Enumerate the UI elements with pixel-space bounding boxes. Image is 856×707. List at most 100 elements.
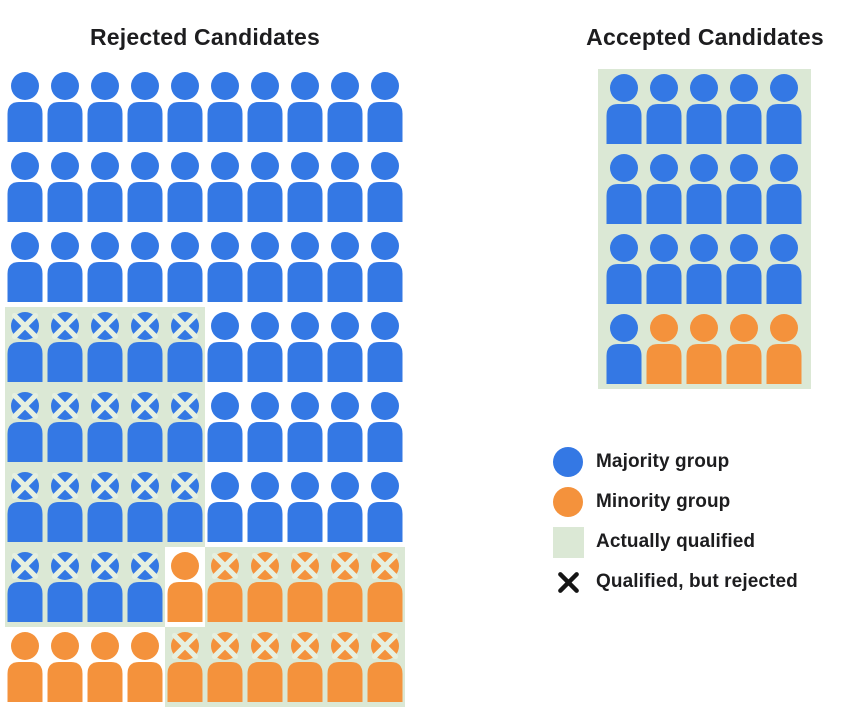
person-glyph <box>7 232 43 302</box>
accepted-qualified-box <box>598 69 811 389</box>
person-glyph <box>646 74 682 144</box>
person-majority <box>245 147 285 227</box>
rejected-cross-icon <box>371 632 399 660</box>
person-glyph <box>327 312 363 382</box>
person-glyph <box>207 552 243 622</box>
rejected-cross-icon <box>211 632 239 660</box>
person-glyph <box>247 152 283 222</box>
person-majority <box>764 229 804 309</box>
person-minority-crossed <box>285 547 325 627</box>
person-glyph <box>247 632 283 702</box>
legend-marker <box>552 526 584 558</box>
person-majority-crossed <box>165 307 205 387</box>
person-glyph <box>606 74 642 144</box>
rejected-cross-icon <box>291 632 319 660</box>
person-majority <box>365 307 405 387</box>
rejected-cross-icon <box>91 472 119 500</box>
person-glyph <box>47 552 83 622</box>
person-minority <box>644 309 684 389</box>
person-glyph <box>287 312 323 382</box>
person-glyph <box>726 234 762 304</box>
person-glyph <box>686 74 722 144</box>
person-minority-crossed <box>245 547 285 627</box>
person-glyph <box>127 472 163 542</box>
person-glyph <box>7 472 43 542</box>
person-minority <box>165 547 205 627</box>
person-majority <box>365 147 405 227</box>
person-glyph <box>47 152 83 222</box>
person-glyph <box>367 152 403 222</box>
person-majority-crossed <box>45 547 85 627</box>
person-glyph <box>87 232 123 302</box>
cross-icon <box>557 571 579 593</box>
rejected-cross-icon <box>171 632 199 660</box>
legend: Majority group Minority group Actually qua… <box>552 442 798 602</box>
rejected-cross-icon <box>11 312 39 340</box>
person-glyph <box>207 472 243 542</box>
rejected-cross-icon <box>331 552 359 580</box>
person-majority <box>245 387 285 467</box>
person-glyph <box>47 472 83 542</box>
person-glyph <box>87 312 123 382</box>
person-majority <box>45 227 85 307</box>
person-glyph <box>47 312 83 382</box>
person-glyph <box>167 632 203 702</box>
person-majority <box>165 227 205 307</box>
person-majority <box>604 149 644 229</box>
person-glyph <box>7 152 43 222</box>
person-glyph <box>247 552 283 622</box>
person-majority <box>85 147 125 227</box>
person-majority-crossed <box>5 387 45 467</box>
person-majority <box>365 227 405 307</box>
person-minority <box>764 309 804 389</box>
person-glyph <box>766 314 802 384</box>
person-glyph <box>87 552 123 622</box>
rejected-cross-icon <box>171 472 199 500</box>
person-majority <box>85 67 125 147</box>
person-glyph <box>167 312 203 382</box>
person-glyph <box>247 232 283 302</box>
person-glyph <box>646 154 682 224</box>
person-minority-crossed <box>365 547 405 627</box>
person-glyph <box>247 72 283 142</box>
person-minority <box>85 627 125 707</box>
person-glyph <box>127 632 163 702</box>
person-minority-crossed <box>205 547 245 627</box>
person-glyph <box>127 392 163 462</box>
person-majority-crossed <box>45 307 85 387</box>
person-majority <box>205 147 245 227</box>
person-glyph <box>127 72 163 142</box>
person-majority <box>724 229 764 309</box>
person-majority <box>604 309 644 389</box>
person-glyph <box>7 72 43 142</box>
minority-circle-icon <box>553 487 583 517</box>
person-majority <box>285 67 325 147</box>
legend-item-cross: Qualified, but rejected <box>552 562 798 602</box>
person-majority-crossed <box>85 547 125 627</box>
person-minority-crossed <box>205 627 245 707</box>
person-majority <box>85 227 125 307</box>
accepted-grid <box>604 69 804 389</box>
person-glyph <box>247 312 283 382</box>
person-glyph <box>287 552 323 622</box>
person-glyph <box>287 232 323 302</box>
person-majority-crossed <box>45 387 85 467</box>
person-majority <box>245 227 285 307</box>
person-glyph <box>47 232 83 302</box>
person-majority <box>5 67 45 147</box>
rejected-cross-icon <box>291 552 319 580</box>
person-glyph <box>327 392 363 462</box>
person-glyph <box>606 314 642 384</box>
legend-label: Actually qualified <box>596 531 756 552</box>
person-majority <box>205 307 245 387</box>
person-majority-crossed <box>85 467 125 547</box>
person-glyph <box>367 232 403 302</box>
person-majority <box>604 229 644 309</box>
person-glyph <box>367 312 403 382</box>
person-glyph <box>646 314 682 384</box>
person-majority <box>5 147 45 227</box>
person-glyph <box>367 392 403 462</box>
person-glyph <box>127 312 163 382</box>
rejected-cross-icon <box>251 632 279 660</box>
person-majority <box>205 67 245 147</box>
